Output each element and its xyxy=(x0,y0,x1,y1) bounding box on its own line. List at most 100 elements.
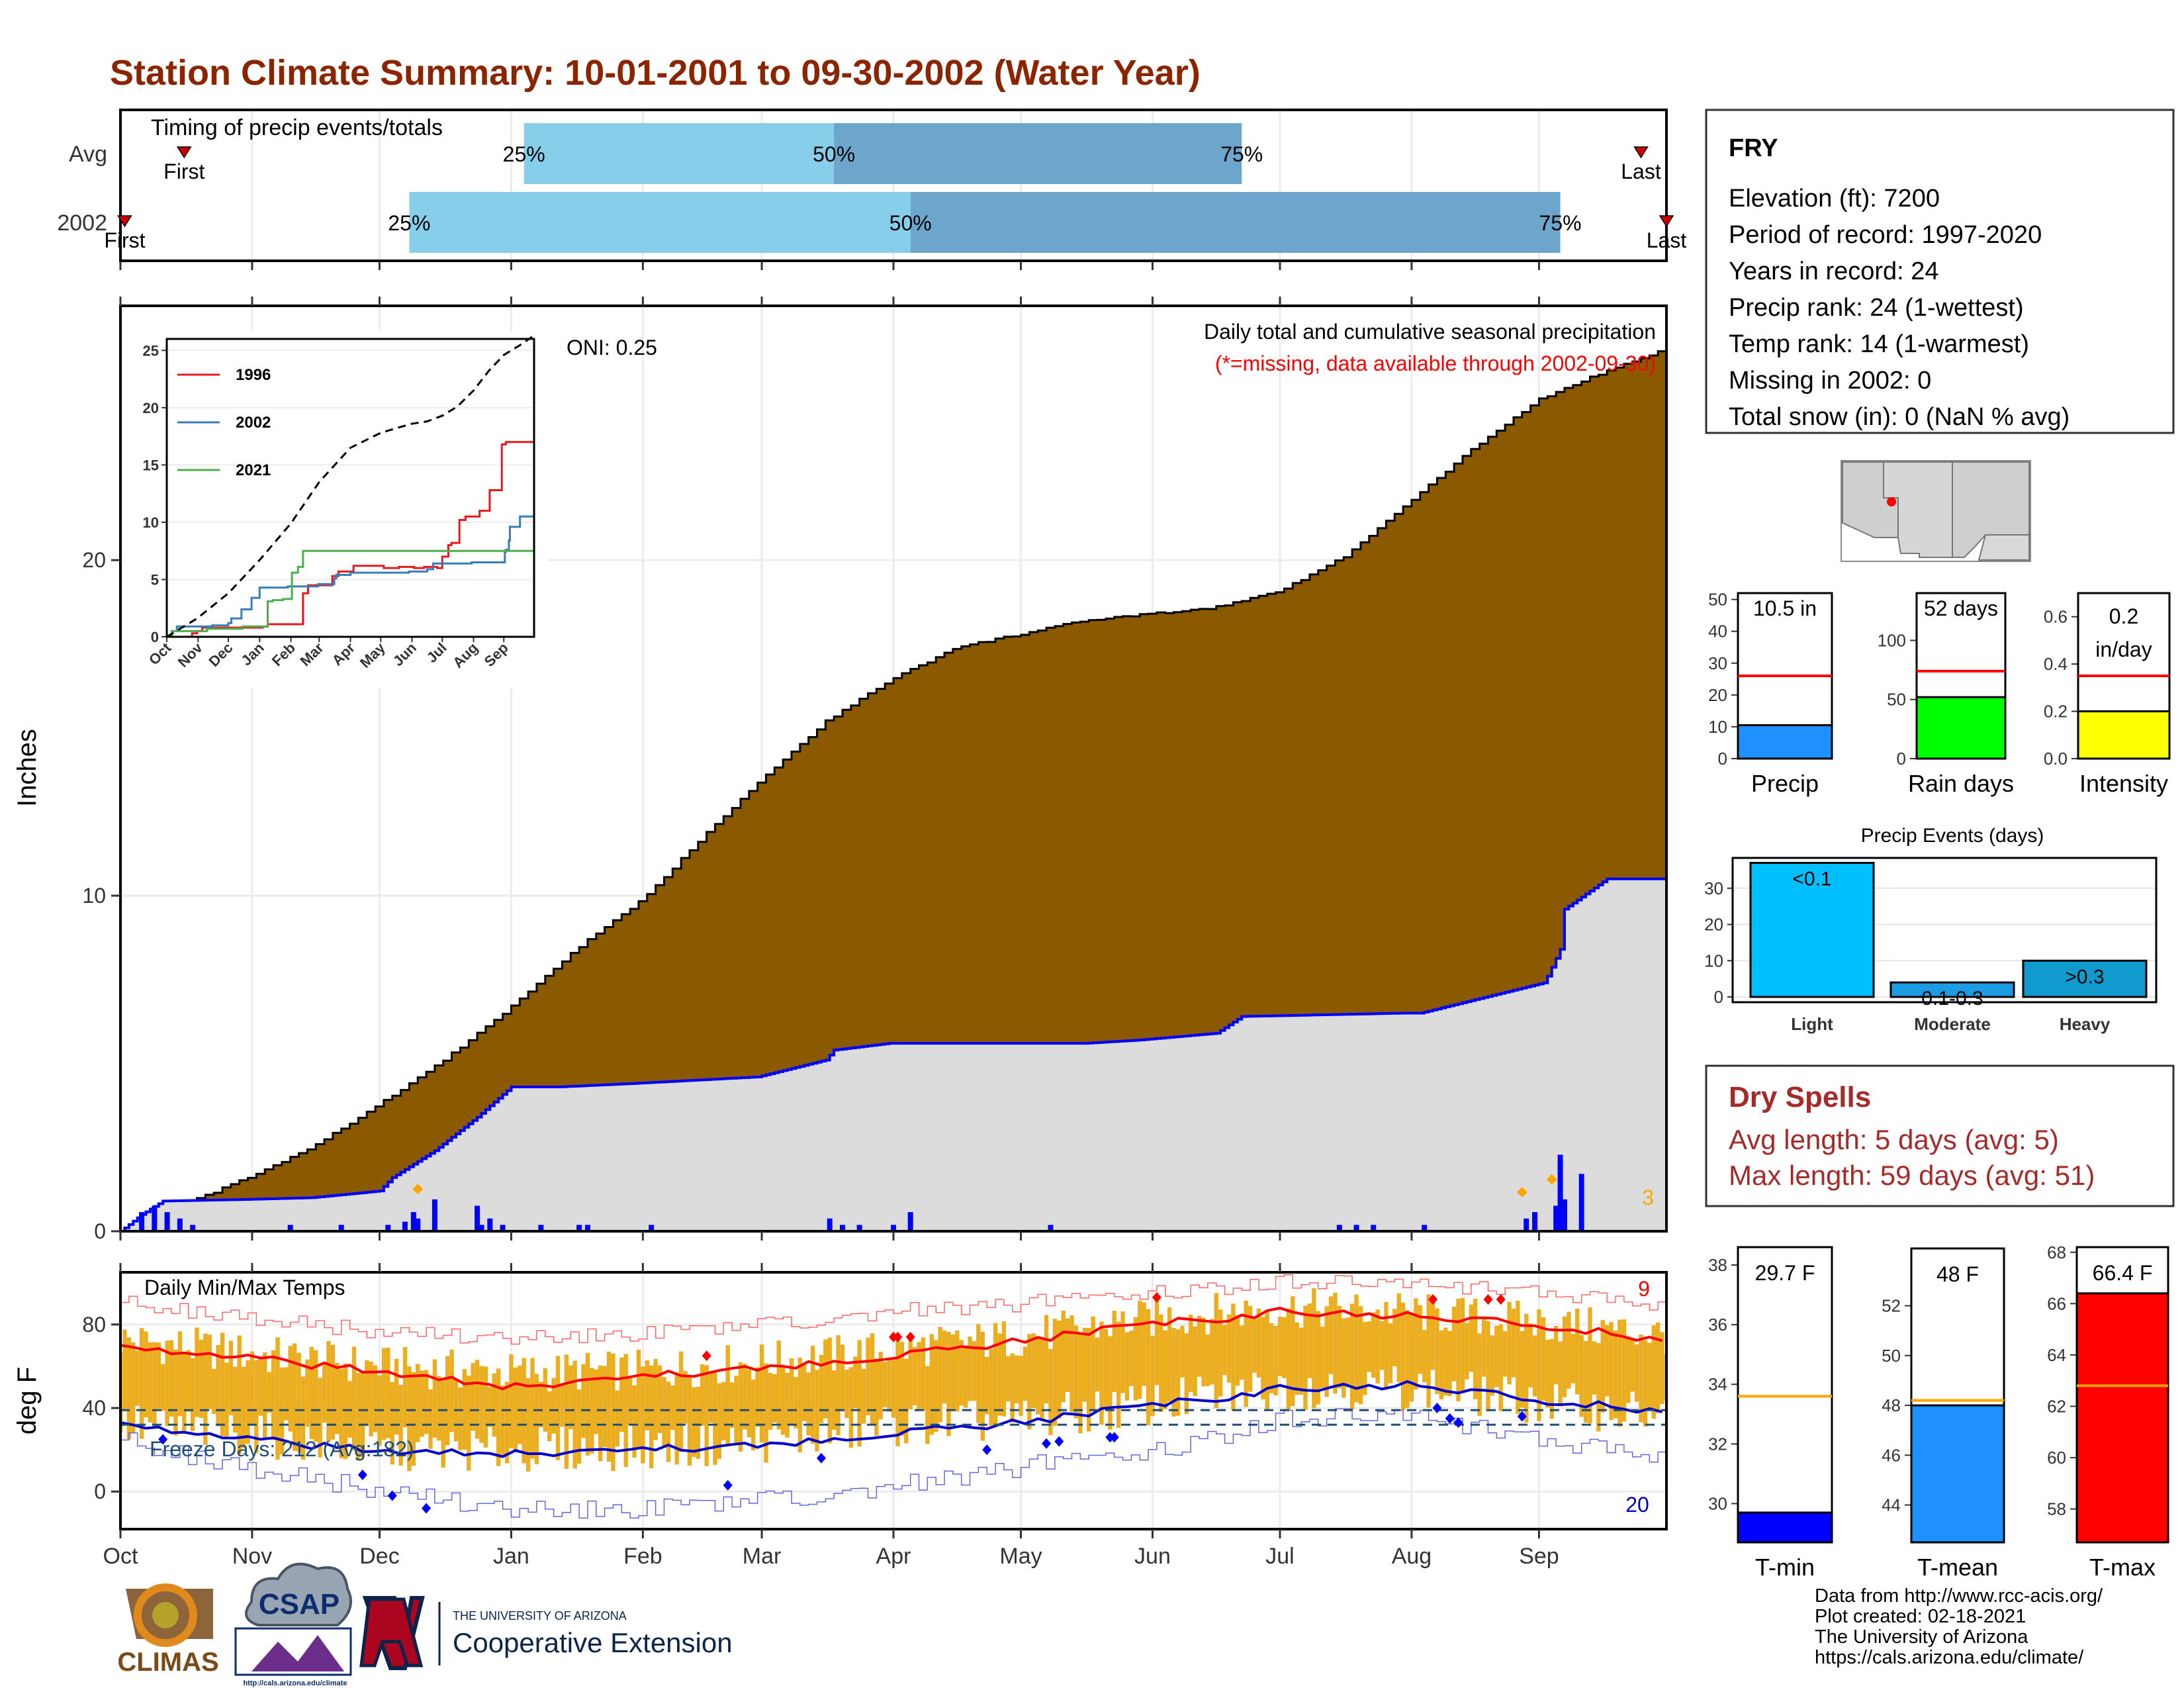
temp-ytick-label: 40 xyxy=(82,1396,106,1420)
daily-temp-bar xyxy=(857,1340,862,1447)
daily-temp-bar xyxy=(1575,1308,1580,1395)
summary-ytick-label: 10 xyxy=(1708,717,1727,737)
summary-ytick-label: 20 xyxy=(1708,685,1727,705)
daily-temp-bar xyxy=(853,1356,858,1409)
daily-temp-bar xyxy=(381,1348,387,1440)
daily-temp-bar xyxy=(734,1376,739,1445)
daily-temp-bar xyxy=(615,1390,620,1447)
daily-temp-bar xyxy=(1256,1308,1261,1378)
temp-panel: 0 40 80 Oct Nov Dec Jan Feb Mar Apr May Jun Jul Aug Se… xyxy=(13,1263,1668,1569)
locator-map xyxy=(1841,460,2031,562)
daily-temp-bar xyxy=(1396,1293,1401,1383)
daily-temp-bar xyxy=(195,1327,199,1417)
daily-temp-bar xyxy=(1588,1307,1592,1424)
daily-temp-bar xyxy=(1621,1319,1627,1422)
daily-temp-bar xyxy=(160,1364,165,1411)
summary-ytick-label: 48 xyxy=(1882,1395,1901,1415)
daily-temp-bar xyxy=(653,1358,658,1440)
summary-ytick-label: 30 xyxy=(1708,1493,1727,1513)
daily-precip-bar xyxy=(1557,1154,1563,1231)
daily-temp-bar xyxy=(394,1358,399,1435)
daily-temp-bar xyxy=(402,1347,408,1428)
daily-temp-bar xyxy=(692,1387,696,1457)
summary-bar xyxy=(1910,1404,2005,1544)
daily-temp-bar xyxy=(564,1354,569,1469)
daily-temp-bar xyxy=(1400,1302,1406,1411)
daily-temp-bar xyxy=(1180,1325,1185,1378)
daily-precip-bar xyxy=(584,1225,590,1231)
daily-temp-bar xyxy=(233,1366,238,1433)
daily-temp-bar xyxy=(216,1344,220,1427)
events-category-label: Moderate xyxy=(1914,1014,1991,1034)
summary-ytick-label: 64 xyxy=(2047,1345,2066,1365)
record-low-marker xyxy=(158,1434,168,1445)
daily-temp-bar xyxy=(1167,1307,1172,1402)
daily-temp-bar xyxy=(942,1331,947,1404)
daily-temp-bar xyxy=(1273,1325,1278,1395)
record-low-marker xyxy=(1054,1436,1064,1447)
station-total-snow: Total snow (in): 0 (NaN % avg) xyxy=(1729,403,2070,431)
temp-summary-value-label: 66.4 F xyxy=(2093,1261,2153,1285)
daily-precip-bar xyxy=(538,1225,544,1231)
daily-temp-bar xyxy=(976,1324,981,1423)
record-low-marker xyxy=(1109,1432,1119,1443)
daily-temp-bar xyxy=(1261,1317,1265,1399)
daily-temp-bar xyxy=(623,1354,628,1468)
daily-temp-bar xyxy=(1175,1329,1181,1416)
daily-precip-bar xyxy=(432,1199,437,1231)
daily-precip-bar xyxy=(856,1225,862,1231)
daily-temp-bar xyxy=(768,1372,773,1430)
inset-legend-label: 2021 xyxy=(236,461,271,479)
daily-temp-bar xyxy=(840,1344,845,1411)
summary-ytick-label: 68 xyxy=(2047,1243,2066,1262)
events-ytick-label: 30 xyxy=(1704,878,1723,898)
daily-temp-bar xyxy=(267,1372,271,1413)
daily-temp-bar xyxy=(797,1357,803,1453)
daily-temp-bar xyxy=(1082,1327,1087,1402)
daily-temp-bar xyxy=(785,1372,790,1438)
daily-temp-bar xyxy=(1562,1316,1567,1397)
daily-precip-bar xyxy=(1532,1212,1538,1231)
daily-temp-bar xyxy=(296,1352,301,1452)
summary-ytick-label: 36 xyxy=(1708,1315,1727,1335)
daily-temp-bar xyxy=(1558,1341,1563,1407)
daily-temp-bar xyxy=(1108,1336,1113,1430)
daily-temp-bar xyxy=(1023,1346,1028,1401)
daily-temp-bar xyxy=(1307,1303,1312,1378)
daily-temp-bar xyxy=(518,1365,522,1444)
daily-temp-bar xyxy=(300,1376,306,1460)
daily-temp-bar xyxy=(627,1378,633,1425)
daily-temp-bar xyxy=(1541,1317,1546,1401)
summary-value-label: 0.2 xyxy=(2109,604,2138,628)
daily-temp-bar xyxy=(534,1374,539,1464)
month-label: Feb xyxy=(623,1544,662,1569)
daily-temp-bar xyxy=(416,1364,420,1442)
daily-temp-bar xyxy=(241,1366,246,1448)
daily-temp-bar xyxy=(1277,1317,1283,1376)
events-bar xyxy=(2022,959,2148,998)
precip-ytick-label: 0 xyxy=(94,1219,106,1243)
daily-temp-bar xyxy=(810,1345,815,1444)
record-low-marker xyxy=(422,1503,432,1514)
daily-temp-bar xyxy=(1570,1333,1576,1383)
daily-temp-bar xyxy=(696,1386,700,1459)
daily-temp-bar xyxy=(1371,1312,1376,1378)
daily-temp-bar xyxy=(471,1363,475,1431)
daily-temp-bar xyxy=(488,1387,492,1427)
daily-temp-bar xyxy=(743,1364,747,1430)
daily-temp-bar xyxy=(1392,1309,1397,1367)
month-label: Oct xyxy=(103,1544,138,1569)
daily-precip-bar xyxy=(1336,1225,1342,1231)
daily-temp-bar xyxy=(831,1370,837,1430)
daily-temp-bar xyxy=(152,1342,157,1427)
daily-temp-bar xyxy=(254,1360,259,1454)
daily-temp-bar xyxy=(1613,1331,1618,1419)
daily-precip-bar xyxy=(1561,1199,1567,1231)
daily-temp-bar xyxy=(432,1359,437,1438)
daily-temp-bar xyxy=(284,1367,289,1421)
daily-temp-bar xyxy=(1545,1340,1550,1408)
timing-marker-label: First xyxy=(163,160,205,183)
temp-summary-category-label: T-min xyxy=(1755,1554,1815,1581)
daily-temp-bar xyxy=(555,1356,561,1460)
timing-pct-label: 75% xyxy=(1220,142,1263,166)
